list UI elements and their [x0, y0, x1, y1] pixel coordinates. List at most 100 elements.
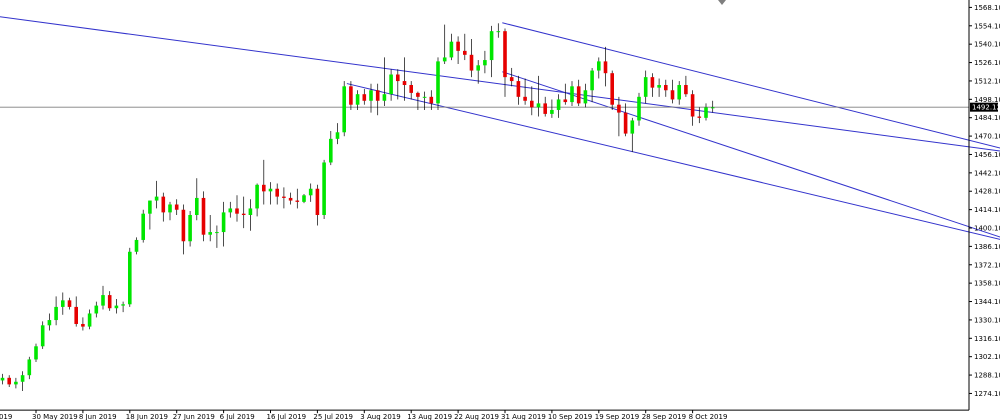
channel-lines: [0, 16, 1000, 240]
candle: [576, 79, 581, 107]
candle: [637, 92, 641, 126]
x-tick-label: 19 Sep 2019: [595, 413, 639, 420]
candle: [228, 201, 233, 218]
candle: [509, 67, 514, 87]
candle: [302, 193, 306, 204]
candle: [556, 94, 561, 118]
candle-body-up: [0, 377, 5, 381]
y-tick-label: 1316.10: [974, 335, 1000, 343]
candle: [650, 73, 655, 97]
candle-body-up: [34, 346, 38, 360]
candle-body-down: [362, 94, 367, 101]
candle: [570, 81, 574, 107]
candle-body-up: [134, 239, 139, 252]
candle-body-up: [483, 60, 487, 66]
candle: [168, 201, 172, 221]
candle-body-up: [47, 320, 52, 326]
candle-body-down: [469, 54, 474, 71]
candle: [369, 83, 373, 113]
x-tick-label: 13 Aug 2019: [407, 413, 452, 420]
y-tick-label: 1414.10: [974, 206, 1000, 214]
candle-body-up: [489, 31, 494, 61]
candle: [496, 23, 501, 38]
candle: [114, 299, 119, 314]
candle-body-down: [282, 196, 286, 198]
candle: [221, 201, 226, 247]
candle: [349, 81, 353, 110]
candle: [396, 69, 400, 100]
current-price-tag: 1492.12: [970, 102, 1000, 112]
x-tick-label: 27 Jun 2019: [173, 413, 215, 420]
candle: [128, 247, 132, 307]
candle: [308, 183, 313, 202]
candle: [469, 39, 474, 78]
candle: [181, 204, 186, 255]
current-price-tag-bg: [970, 102, 998, 112]
current-price-tag-label: 1492.12: [972, 104, 1000, 112]
candle-body-up: [221, 212, 226, 233]
candle-body-down: [288, 197, 293, 201]
candle: [489, 25, 494, 78]
candle-body-up: [121, 304, 125, 306]
candle-body-up: [141, 213, 145, 240]
y-tick-label: 1498.10: [974, 96, 1000, 104]
candle: [7, 375, 11, 388]
candle: [543, 96, 547, 117]
candle: [335, 123, 340, 145]
candle: [603, 46, 608, 87]
candle-body-down: [201, 197, 206, 235]
candle-body-down: [107, 295, 112, 309]
candle-body-up: [657, 85, 661, 88]
candle: [563, 83, 568, 105]
candle-body-down: [463, 50, 467, 55]
candle: [670, 79, 675, 104]
candle: [255, 183, 259, 217]
candle-body-up: [148, 200, 152, 214]
y-tick-label: 1288.10: [974, 372, 1000, 380]
y-tick-label: 1526.10: [974, 59, 1000, 67]
candle-body-down: [262, 184, 266, 192]
candle-body-down: [74, 306, 78, 324]
candle: [583, 83, 588, 108]
candle-body-down: [429, 96, 434, 104]
candle-body-up: [268, 188, 273, 192]
candle: [697, 107, 702, 124]
x-tick-label: 28 Sep 2019: [642, 413, 686, 420]
candle: [40, 321, 45, 349]
candle-body-up: [590, 70, 594, 91]
candle-body-up: [322, 162, 326, 216]
y-tick-label: 1274.10: [974, 390, 1000, 398]
candle-body-down: [523, 96, 527, 101]
candle-body-down: [664, 85, 668, 91]
y-tick-label: 1484.10: [974, 114, 1000, 122]
candle: [516, 75, 521, 105]
top-marker: [718, 0, 726, 5]
candle-body-up: [195, 197, 199, 216]
candle-body-up: [215, 232, 219, 234]
candle-body-up: [208, 232, 212, 235]
candle-body-up: [704, 107, 708, 118]
candle: [87, 309, 92, 330]
candle-body-down: [241, 213, 246, 216]
x-tick-label: 16 Jul 2019: [267, 413, 307, 420]
candle-body-down: [161, 196, 166, 213]
x-tick-label: 30 May 2019: [32, 413, 78, 420]
x-tick-label: 6 Jul 2019: [220, 413, 255, 420]
candle: [174, 199, 179, 216]
candle-body-down: [396, 74, 400, 82]
candle: [188, 211, 192, 247]
candle: [362, 88, 367, 105]
channel-line-3: [502, 22, 1000, 149]
candle-body-down: [81, 323, 85, 327]
y-tick-label: 1400.10: [974, 225, 1000, 233]
candle-body-up: [389, 74, 393, 95]
candle-body-up: [154, 196, 159, 201]
candle-body-down: [416, 92, 420, 97]
candle: [195, 178, 199, 221]
candle-body-up: [355, 94, 360, 105]
candle: [295, 188, 300, 209]
candle: [657, 78, 661, 97]
candle: [382, 57, 387, 107]
candle: [704, 103, 708, 121]
